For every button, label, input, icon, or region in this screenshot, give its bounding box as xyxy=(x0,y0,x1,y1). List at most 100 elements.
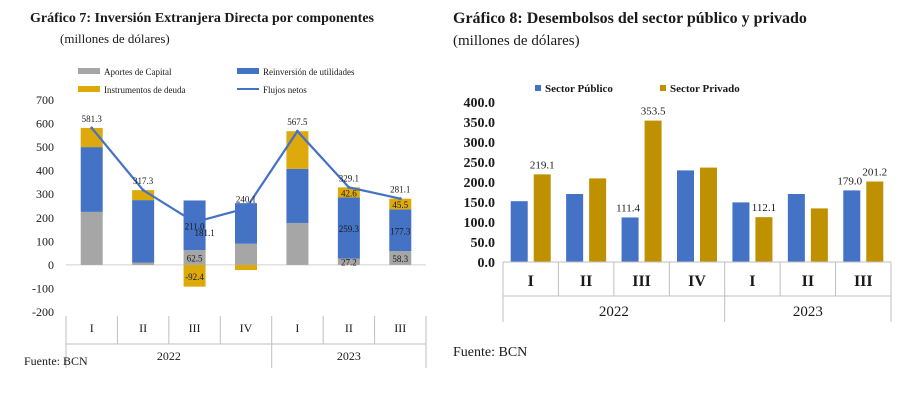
x-group-label: 2022 xyxy=(599,304,629,320)
bar xyxy=(755,217,773,262)
x-tick-label: III xyxy=(189,321,201,335)
chart-title: Gráfico 7: Inversión Extranjera Directa … xyxy=(30,11,374,26)
bar xyxy=(621,217,639,262)
bar xyxy=(810,208,828,262)
legend-label: Sector Público xyxy=(545,83,613,95)
legend-label: Aportes de Capital xyxy=(104,67,172,77)
bar-segment xyxy=(132,200,155,263)
y-tick-label: 50.0 xyxy=(471,236,496,251)
data-label: 219.1 xyxy=(530,159,555,171)
legend-label: Reinversión de utilidades xyxy=(263,67,355,77)
y-tick-label: 300 xyxy=(36,187,54,201)
y-tick-label: 300.0 xyxy=(464,136,496,151)
line-data-label: 581.3 xyxy=(82,114,103,124)
line-data-label: 567.5 xyxy=(287,117,308,127)
chart-canvas: Sector Público Sector Privado 0.0 50.0 100.0… xyxy=(464,83,892,322)
y-tick-label: 250.0 xyxy=(464,156,496,171)
x-tick-label: I xyxy=(749,273,755,290)
y-tick-label: -200 xyxy=(32,305,54,319)
y-tick-label: 0 xyxy=(48,258,54,272)
data-label: 112.1 xyxy=(752,202,776,214)
x-tick-label: III xyxy=(394,321,406,335)
data-label: 179.0 xyxy=(837,175,862,187)
bar xyxy=(700,167,717,262)
chart-source: Fuente: BCN xyxy=(453,345,528,360)
y-tick-label: 200 xyxy=(36,211,54,225)
bar xyxy=(533,174,551,262)
chart-ied-componentes: Gráfico 7: Inversión Extranjera Directa … xyxy=(0,0,430,417)
legend-label: Instrumentos de deuda xyxy=(104,85,185,95)
line-data-label: 181.1 xyxy=(194,228,214,238)
line-data-label: 240.1 xyxy=(236,194,256,204)
x-tick-label: I xyxy=(528,273,534,290)
line-data-label: 281.1 xyxy=(390,185,410,195)
line-point xyxy=(141,188,145,192)
legend-swatch xyxy=(660,85,666,91)
bar xyxy=(866,181,884,262)
x-tick-label: II xyxy=(802,273,814,290)
bar-segment xyxy=(235,264,257,271)
bar-segment xyxy=(286,168,309,223)
bar xyxy=(589,178,607,262)
x-group-label: 2023 xyxy=(337,349,361,363)
bar xyxy=(510,201,528,262)
bar-segment xyxy=(80,147,103,212)
bar xyxy=(732,202,750,262)
legend-swatch xyxy=(535,85,541,91)
x-tick-label: II xyxy=(345,321,353,335)
y-tick-label: 700 xyxy=(36,93,54,107)
chart-desembolsos: Gráfico 8: Desembolsos del sector públic… xyxy=(445,0,901,417)
data-label: 177.3 xyxy=(390,226,411,236)
x-tick-label: IV xyxy=(688,273,706,290)
legend-label: Sector Privado xyxy=(670,83,740,95)
legend-swatch xyxy=(78,86,100,92)
line-point xyxy=(193,220,197,224)
line-point xyxy=(90,126,94,130)
line-point xyxy=(398,197,402,201)
y-tick-label: 100.0 xyxy=(464,216,496,231)
bar-segment xyxy=(80,211,103,265)
bar xyxy=(677,170,694,262)
legend-label: Flujos netos xyxy=(263,85,307,95)
bar-segment xyxy=(235,243,257,265)
bar-segment xyxy=(337,258,360,265)
y-tick-label: 350.0 xyxy=(464,116,496,131)
line-point xyxy=(244,206,248,210)
data-label: 62.5 xyxy=(187,254,203,264)
data-label: 201.2 xyxy=(862,167,887,179)
bar-segment xyxy=(80,127,103,148)
bar-segment xyxy=(132,262,155,265)
data-label: 45.5 xyxy=(392,200,408,210)
bar-segment xyxy=(235,203,257,244)
y-tick-label: 200.0 xyxy=(464,176,496,191)
bar xyxy=(644,120,662,262)
y-tick-label: 0.0 xyxy=(478,256,496,271)
bar-segment xyxy=(132,190,155,201)
bar-segment xyxy=(389,209,412,252)
y-tick-label: -100 xyxy=(32,281,54,295)
y-tick-label: 100 xyxy=(36,234,54,248)
bar-segment xyxy=(286,131,309,169)
legend-swatch xyxy=(237,68,259,74)
x-tick-label: III xyxy=(632,273,651,290)
bar xyxy=(566,194,584,262)
x-tick-label: III xyxy=(854,273,873,290)
data-label: 58.3 xyxy=(392,254,408,264)
bar-segment xyxy=(286,222,309,265)
data-label: 211.0 xyxy=(185,221,205,231)
bar-segment xyxy=(337,197,360,259)
line-point xyxy=(347,185,351,189)
x-tick-label: I xyxy=(90,321,94,335)
y-tick-label: 400 xyxy=(36,164,54,178)
data-label: 353.5 xyxy=(641,106,666,118)
y-tick-label: 500 xyxy=(36,140,54,154)
bar-segment xyxy=(183,250,206,265)
bar-segment xyxy=(183,200,206,251)
data-label: 111.4 xyxy=(616,202,640,214)
x-tick-label: IV xyxy=(240,321,253,335)
bar xyxy=(843,190,861,262)
bar-segment xyxy=(389,251,412,265)
chart-title: Gráfico 8: Desembolsos del sector públic… xyxy=(453,10,807,27)
x-group-label: 2022 xyxy=(157,349,181,363)
chart-subtitle: (millones de dólares) xyxy=(60,31,170,46)
